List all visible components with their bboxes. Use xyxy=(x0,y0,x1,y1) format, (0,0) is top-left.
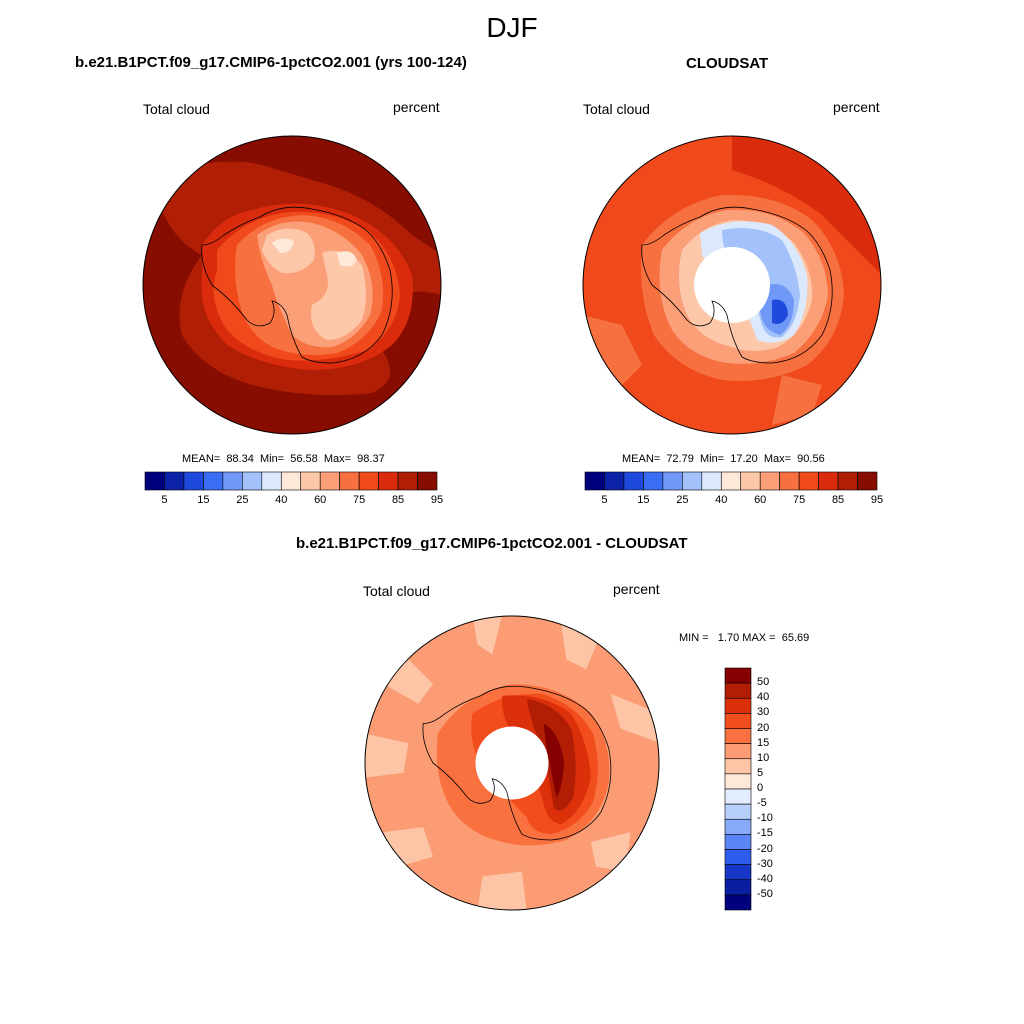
colorbar-swatch xyxy=(164,471,185,491)
colorbar-tick-label: 95 xyxy=(870,494,884,506)
stats-obs: MEAN= 72.79 Min= 17.20 Max= 90.56 xyxy=(622,453,825,465)
stats-diff: MIN = 1.70 MAX = 65.69 xyxy=(679,632,810,644)
colorbar-tick-label: 60 xyxy=(754,494,767,506)
variable-label-obs: Total cloud xyxy=(583,101,650,117)
colorbar-swatch xyxy=(604,471,625,491)
units-label-model: percent xyxy=(393,99,440,115)
colorbar-tick-label: 40 xyxy=(757,691,770,704)
colorbar-swatch xyxy=(358,471,379,491)
colorbar-tick-label: 30 xyxy=(757,706,770,719)
colorbar-swatch xyxy=(724,682,752,699)
colorbar-ticks-obs: 5 15 25 40 60 75 85 95 xyxy=(585,494,883,508)
colorbar-ticks-diff: 50 40 30 20 15 10 5 0 -5 -10 -15 -20 -30 -40 -50 xyxy=(757,668,797,910)
colorbar-swatch xyxy=(378,471,399,491)
colorbar-tick-label: -20 xyxy=(757,842,773,855)
polar-map-obs xyxy=(582,135,882,435)
colorbar-tick-label: 40 xyxy=(715,494,728,506)
panel-title-diff: b.e21.B1PCT.f09_g17.CMIP6-1pctCO2.001 - … xyxy=(296,535,688,552)
colorbar-swatch xyxy=(724,894,752,911)
variable-label-model: Total cloud xyxy=(143,101,210,117)
colorbar-diff xyxy=(724,667,752,911)
colorbar-tick-label: 20 xyxy=(757,721,770,734)
colorbar-swatch xyxy=(724,879,752,896)
colorbar-swatch xyxy=(724,788,752,805)
colorbar-swatch xyxy=(584,471,605,491)
colorbar-tick-label: 85 xyxy=(391,494,405,506)
colorbar-swatch xyxy=(724,713,752,729)
colorbar-swatch xyxy=(643,471,664,491)
colorbar-swatch xyxy=(724,667,752,684)
colorbar-swatch xyxy=(261,471,282,491)
colorbar-tick-label: 25 xyxy=(676,494,689,506)
colorbar-ticks-model: 5 15 25 40 60 75 85 95 xyxy=(145,494,443,508)
colorbar-tick-label: 5 xyxy=(757,766,764,779)
colorbar-tick-label: 5 xyxy=(161,494,168,506)
colorbar-tick-label: 40 xyxy=(275,494,288,506)
colorbar-swatch xyxy=(319,471,340,491)
colorbar-swatch xyxy=(682,471,703,491)
colorbar-tick-label: 5 xyxy=(601,494,608,506)
colorbar-tick-label: -30 xyxy=(757,857,773,870)
colorbar-tick-label: 60 xyxy=(314,494,327,506)
colorbar-model xyxy=(144,471,438,491)
colorbar-swatch xyxy=(623,471,644,491)
colorbar-swatch xyxy=(724,743,752,760)
colorbar-tick-label: 10 xyxy=(757,751,770,764)
colorbar-tick-label: 0 xyxy=(757,782,764,794)
colorbar-swatch xyxy=(724,697,752,714)
colorbar-obs xyxy=(584,471,878,491)
units-label-diff: percent xyxy=(613,581,660,597)
colorbar-tick-label: -40 xyxy=(757,872,773,885)
colorbar-swatch xyxy=(740,471,761,491)
colorbar-tick-label: -15 xyxy=(757,827,773,840)
colorbar-swatch xyxy=(724,834,752,850)
colorbar-swatch xyxy=(222,471,243,491)
colorbar-swatch xyxy=(779,471,800,491)
colorbar-tick-label: 15 xyxy=(197,494,210,506)
variable-label-diff: Total cloud xyxy=(363,583,430,599)
units-label-obs: percent xyxy=(833,99,880,115)
colorbar-swatch xyxy=(724,728,752,744)
colorbar-swatch xyxy=(857,471,878,491)
colorbar-swatch xyxy=(724,773,752,790)
colorbar-swatch xyxy=(300,471,321,491)
colorbar-swatch xyxy=(203,471,224,491)
polar-map-diff xyxy=(364,615,660,911)
colorbar-swatch xyxy=(280,471,302,491)
panel-title-model: b.e21.B1PCT.f09_g17.CMIP6-1pctCO2.001 (y… xyxy=(75,54,467,71)
colorbar-swatch xyxy=(724,758,752,775)
colorbar-tick-label: 50 xyxy=(757,676,770,689)
colorbar-tick-label: 75 xyxy=(353,494,366,506)
colorbar-swatch xyxy=(759,471,780,491)
panel-title-obs: CLOUDSAT xyxy=(686,55,769,72)
figure-title: DJF xyxy=(486,12,538,43)
colorbar-swatch xyxy=(701,471,722,491)
colorbar-swatch xyxy=(798,471,819,491)
colorbar-swatch xyxy=(144,471,165,491)
colorbar-swatch xyxy=(818,471,839,491)
colorbar-tick-label: 75 xyxy=(793,494,806,506)
colorbar-tick-label: 15 xyxy=(637,494,650,506)
colorbar-tick-label: -5 xyxy=(757,797,767,810)
colorbar-swatch xyxy=(724,849,752,865)
colorbar-swatch xyxy=(720,471,742,491)
colorbar-swatch xyxy=(242,471,263,491)
stats-model: MEAN= 88.34 Min= 56.58 Max= 98.37 xyxy=(182,453,385,465)
colorbar-swatch xyxy=(397,471,418,491)
colorbar-swatch xyxy=(724,864,752,881)
colorbar-swatch xyxy=(837,471,858,491)
colorbar-swatch xyxy=(417,471,438,491)
colorbar-swatch xyxy=(724,818,752,835)
colorbar-swatch xyxy=(339,471,360,491)
colorbar-tick-label: -10 xyxy=(757,812,773,825)
colorbar-swatch xyxy=(662,471,683,491)
colorbar-swatch xyxy=(183,471,204,491)
colorbar-tick-label: 25 xyxy=(236,494,249,506)
polar-map-model xyxy=(142,135,442,435)
colorbar-swatch xyxy=(724,803,752,820)
colorbar-tick-label: -50 xyxy=(757,887,773,900)
colorbar-tick-label: 15 xyxy=(757,736,770,749)
colorbar-tick-label: 85 xyxy=(831,494,845,506)
colorbar-tick-label: 95 xyxy=(430,494,444,506)
